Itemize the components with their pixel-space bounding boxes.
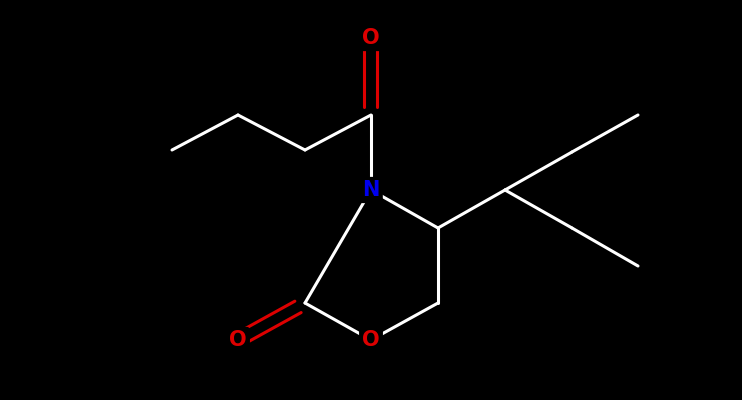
- Text: O: O: [229, 330, 247, 350]
- Text: O: O: [362, 28, 380, 48]
- Text: N: N: [362, 180, 380, 200]
- Text: O: O: [362, 330, 380, 350]
